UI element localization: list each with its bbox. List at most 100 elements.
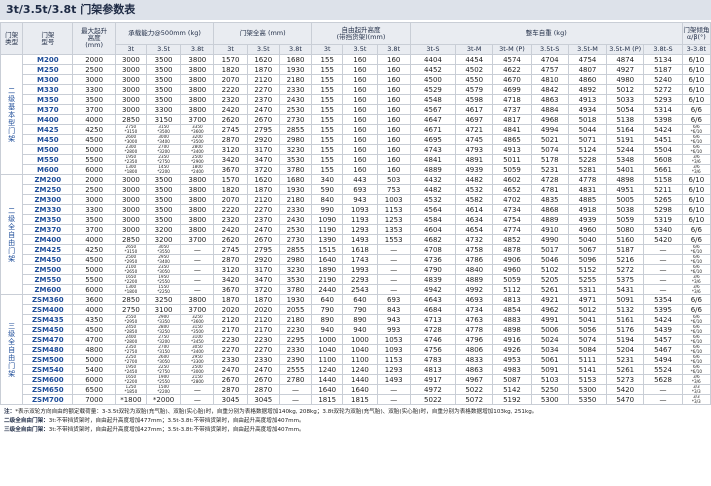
- value-cell: 5134: [643, 54, 683, 65]
- value-cell: 4350: [72, 314, 116, 325]
- value-cell: 6/6: [681, 294, 711, 305]
- value-cell: —: [180, 254, 215, 265]
- value-cell: 4953: [492, 354, 532, 365]
- value-cell: 2070: [213, 74, 248, 85]
- value-cell: —: [643, 254, 683, 265]
- value-cell: 4835: [530, 194, 569, 205]
- value-cell: 5398: [643, 114, 683, 125]
- value-cell: 1440: [342, 374, 378, 385]
- value-cell: —: [180, 264, 215, 275]
- value-cell: 2270: [246, 84, 280, 95]
- value-cell: 4734: [492, 204, 532, 215]
- value-cell: 3050 *3400: [180, 344, 215, 355]
- header-group: 自由起升高度 (带挡货架)(mm): [311, 22, 411, 45]
- value-cell: 155: [311, 114, 344, 125]
- value-cell: 160: [342, 94, 378, 105]
- value-cell: 3800: [180, 104, 215, 115]
- value-cell: 3500: [145, 64, 182, 75]
- header-subcell: 3t-M: [455, 44, 494, 55]
- value-cell: 5194: [606, 334, 645, 345]
- value-cell: 4967: [455, 374, 494, 385]
- value-cell: 5273: [606, 374, 645, 385]
- value-cell: 3050 *3550: [145, 244, 182, 255]
- value-cell: 4865: [492, 134, 532, 145]
- header-subcell: 3t: [114, 44, 147, 55]
- value-cell: 5231: [606, 354, 645, 365]
- table-row: M400 4000 2850 3150 3700 2620 2670 2730 155 160 16…: [1, 114, 711, 125]
- table-row: M330 3300 3000 3500 3800 2220 2270 2330 155 160 16…: [1, 84, 711, 95]
- value-cell: 5340: [643, 224, 683, 235]
- value-cell: 3230: [278, 144, 313, 155]
- value-cell: 2500: [72, 184, 116, 195]
- value-cell: 3100 *3450: [180, 334, 215, 345]
- value-cell: 3/6 *3/6: [681, 154, 711, 165]
- value-cell: 5420: [606, 384, 645, 395]
- value-cell: 7000: [72, 394, 116, 405]
- table-row: ZM425 4250 2650 *3150 3050 *3550—2745 2795 28…: [1, 244, 711, 255]
- model-cell: M300: [22, 74, 74, 85]
- value-cell: 1618: [342, 244, 378, 255]
- value-cell: 4781: [530, 184, 569, 195]
- value-cell: 4860: [567, 74, 608, 85]
- value-cell: 5054: [606, 104, 645, 115]
- value-cell: 2250 *2700: [114, 354, 147, 365]
- table-row: ZSM600 6000 1650 *2200 1900 *2550 2150 *2800…: [1, 374, 711, 385]
- value-cell: 5311: [567, 284, 608, 295]
- value-cell: 3800: [180, 294, 215, 305]
- table-row: M550 5500 1950 *2350 2350 *2750 2500 *2900 34…: [1, 154, 711, 165]
- header-subcell: 3.8t: [180, 44, 215, 55]
- value-cell: 3150: [145, 114, 182, 125]
- value-cell: 4000: [72, 304, 116, 315]
- value-cell: 155: [311, 54, 344, 65]
- value-cell: 4699: [492, 84, 532, 95]
- model-cell: ZM200: [22, 174, 74, 185]
- table-row: ZM400 4000 2850 3200 3700 2620 2670 2730 1390 149…: [1, 234, 711, 245]
- value-cell: 1900 *2550: [145, 374, 182, 385]
- value-cell: 2120: [246, 74, 280, 85]
- header-subcell: 3.8t: [278, 44, 313, 55]
- value-cell: 1293: [376, 364, 411, 375]
- value-cell: 4718: [492, 94, 532, 105]
- value-cell: 4670: [492, 74, 532, 85]
- table-row: M370 3700 3000 3300 3800 2420 2470 2530 155 160 16…: [1, 104, 711, 115]
- value-cell: 5112: [492, 284, 532, 295]
- header-subcell: 3.5t-S: [530, 44, 569, 55]
- value-cell: 2750: [114, 304, 147, 315]
- value-cell: 640: [342, 294, 378, 305]
- model-cell: ZSM480: [22, 344, 74, 355]
- header-subcell: 3.8t-S: [643, 44, 683, 55]
- value-cell: 1493: [342, 234, 378, 245]
- value-cell: 2870: [213, 254, 248, 265]
- value-cell: 4604: [409, 224, 457, 235]
- value-cell: 1870: [246, 294, 280, 305]
- value-cell: 2020: [213, 304, 248, 315]
- value-cell: 5158: [643, 174, 683, 185]
- model-cell: ZM400: [22, 234, 74, 245]
- value-cell: 3/3 *3/3: [681, 384, 711, 395]
- value-cell: 5056: [567, 324, 608, 335]
- model-cell: ZM300: [22, 194, 74, 205]
- value-cell: 4800: [72, 344, 116, 355]
- value-cell: 6/6 *6/10: [681, 354, 711, 365]
- value-cell: 4885: [567, 194, 608, 205]
- value-cell: 5187: [643, 64, 683, 75]
- value-cell: 4000: [72, 114, 116, 125]
- value-cell: 4841: [409, 154, 457, 165]
- value-cell: 2670: [246, 234, 280, 245]
- value-cell: 1570: [213, 54, 248, 65]
- value-cell: 4548: [409, 94, 457, 105]
- value-cell: 3500: [145, 94, 182, 105]
- value-cell: 6/6: [681, 224, 711, 235]
- value-cell: 4584: [409, 214, 457, 225]
- value-cell: 2000: [72, 54, 116, 65]
- value-cell: 1500 *2200: [145, 384, 182, 395]
- value-cell: 340: [311, 174, 344, 185]
- value-cell: 6/10: [681, 214, 711, 225]
- model-cell: M250: [22, 64, 74, 75]
- value-cell: 4863: [455, 364, 494, 375]
- value-cell: 2650 *3150: [114, 244, 147, 255]
- value-cell: 4634: [455, 214, 494, 225]
- model-cell: ZSM650: [22, 384, 74, 395]
- value-cell: 1950 *2350: [114, 154, 147, 165]
- value-cell: *2000: [145, 394, 182, 405]
